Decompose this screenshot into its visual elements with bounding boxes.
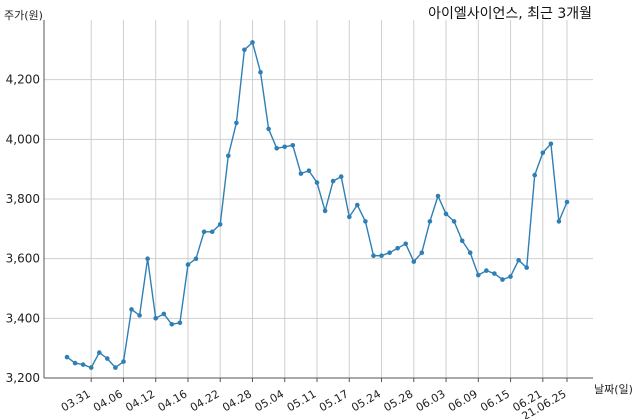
x-tick-label: 04.12 xyxy=(123,387,157,414)
price-point xyxy=(322,208,328,214)
price-point xyxy=(64,354,70,360)
price-point xyxy=(113,365,118,370)
price-point xyxy=(451,219,457,224)
price-point xyxy=(258,69,263,75)
price-point xyxy=(363,219,368,224)
price-point xyxy=(80,362,86,367)
price-point xyxy=(88,365,94,370)
chart-title: 아이엘사이언스, 최근 3개월 xyxy=(428,6,592,22)
price-point xyxy=(274,146,280,151)
price-point xyxy=(137,313,142,318)
price-point xyxy=(548,141,554,147)
x-axis-label: 날짜(일) xyxy=(594,382,633,396)
price-point xyxy=(355,202,360,208)
price-point xyxy=(516,257,521,263)
price-point xyxy=(282,144,288,150)
price-point xyxy=(532,172,537,178)
price-point xyxy=(185,262,191,267)
x-tick-label: 04.28 xyxy=(220,387,254,414)
price-point xyxy=(556,219,562,224)
price-point xyxy=(443,211,449,217)
price-point xyxy=(435,193,441,199)
price-point xyxy=(387,250,392,255)
x-tick-label: 05.28 xyxy=(381,387,415,414)
price-point xyxy=(500,277,505,282)
price-point xyxy=(524,265,529,270)
y-axis-label: 주가(원) xyxy=(4,9,43,22)
price-point xyxy=(105,356,110,361)
x-tick-label: 05.17 xyxy=(317,387,351,414)
x-tick-label: 06.03 xyxy=(414,387,448,414)
y-tick-label: 3,800 xyxy=(6,192,40,206)
price-point xyxy=(169,322,175,327)
price-point xyxy=(564,199,570,205)
price-point xyxy=(484,268,489,273)
x-axis-ticks: 03.3104.0604.1204.1604.2204.2805.0405.11… xyxy=(59,378,569,419)
price-point xyxy=(290,143,296,148)
price-point xyxy=(403,241,409,247)
y-tick-label: 4,200 xyxy=(6,73,40,87)
price-point xyxy=(395,245,400,251)
price-point xyxy=(193,256,199,262)
price-point xyxy=(217,222,223,227)
price-point xyxy=(419,250,425,255)
price-point xyxy=(459,238,465,244)
price-point xyxy=(72,360,78,366)
price-point xyxy=(97,350,102,355)
x-tick-label: 03.31 xyxy=(59,387,93,414)
price-point xyxy=(314,180,320,185)
y-tick-label: 3,400 xyxy=(6,311,40,325)
grid xyxy=(44,20,593,379)
x-tick-label: 05.24 xyxy=(349,387,383,414)
x-tick-label: 04.16 xyxy=(156,387,190,414)
price-point xyxy=(476,272,481,278)
series-price xyxy=(64,40,570,370)
price-point xyxy=(121,359,126,364)
y-tick-label: 3,200 xyxy=(6,371,40,385)
price-point xyxy=(427,219,433,224)
price-point xyxy=(540,150,546,156)
price-point xyxy=(298,171,304,176)
x-tick-label: 05.11 xyxy=(285,387,319,414)
price-point xyxy=(467,250,473,255)
price-point xyxy=(250,40,255,45)
price-point xyxy=(379,253,384,258)
price-point xyxy=(209,229,215,235)
price-point xyxy=(226,153,231,158)
price-point xyxy=(234,120,239,126)
price-point xyxy=(338,174,344,179)
y-axis-ticks: 3,200 3,400 3,600 3,800 4,000 4,200 xyxy=(6,73,40,385)
x-tick-label: 04.06 xyxy=(91,387,125,414)
x-tick-label: 04.22 xyxy=(188,387,222,414)
price-point xyxy=(201,229,207,235)
price-point xyxy=(306,168,312,173)
price-point xyxy=(411,259,417,264)
price-point xyxy=(266,126,271,132)
price-point xyxy=(161,311,167,317)
price-point xyxy=(347,214,352,220)
price-point xyxy=(371,253,376,258)
price-point xyxy=(177,320,183,326)
price-point xyxy=(242,47,247,53)
y-tick-label: 3,600 xyxy=(6,252,40,266)
price-point xyxy=(508,274,513,279)
price-point xyxy=(330,178,336,184)
x-tick-label: 05.04 xyxy=(252,387,286,414)
x-tick-label: 06.09 xyxy=(446,387,480,414)
price-point xyxy=(129,307,134,312)
price-point xyxy=(153,316,158,321)
x-tick-label: 06.15 xyxy=(478,387,512,414)
y-tick-label: 4,000 xyxy=(6,132,40,146)
price-point xyxy=(145,256,150,262)
price-point xyxy=(492,271,497,276)
